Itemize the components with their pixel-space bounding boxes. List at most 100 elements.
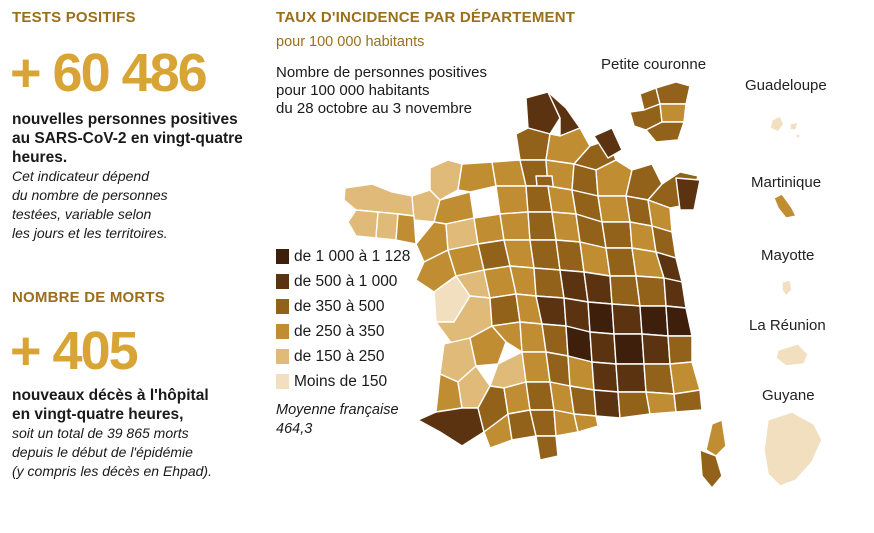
legend-swatch: [276, 349, 289, 364]
department-region: [573, 413, 599, 433]
average-label: Moyenne française: [276, 402, 399, 418]
legend-item: de 1 000 à 1 128: [276, 244, 410, 269]
department-region: [639, 305, 669, 337]
department-region: [529, 239, 561, 271]
map-legend: de 1 000 à 1 128 de 500 à 1 000 de 350 à…: [276, 244, 410, 394]
legend-item: de 350 à 500: [276, 294, 410, 319]
overseas-label-reunion: La Réunion: [749, 317, 826, 334]
legend-swatch: [276, 249, 289, 264]
department-region: [569, 385, 597, 417]
department-region: [643, 363, 675, 395]
department-region: [429, 159, 463, 201]
legend-item: Moins de 150: [276, 369, 410, 394]
legend-label: de 150 à 250: [294, 347, 385, 365]
overseas-label-guadeloupe: Guadeloupe: [745, 77, 827, 94]
department-region: [495, 185, 529, 215]
overseas-label-martinique: Martinique: [751, 174, 822, 191]
department-region: [417, 407, 485, 447]
tests-italic-line: testées, variable selon: [12, 206, 152, 222]
department-region: [605, 247, 637, 277]
department-region: [347, 209, 379, 239]
department-region: [609, 275, 641, 307]
deaths-value: + 405: [10, 321, 139, 381]
tests-value: + 60 486: [10, 43, 208, 103]
tests-description: nouvelles personnes positives au SARS-Co…: [12, 110, 243, 243]
martinique-shape: [773, 193, 797, 219]
map-description-line: du 28 octobre au 3 novembre: [276, 100, 472, 117]
tests-header: TESTS POSITIFS: [12, 9, 136, 26]
legend-swatch: [276, 274, 289, 289]
deaths-bold-line: en vingt-quatre heures,: [12, 406, 184, 423]
department-region: [375, 211, 399, 241]
department-region: [597, 195, 631, 223]
department-region: [665, 305, 693, 337]
department-region: [527, 211, 557, 241]
overseas-label-mayotte: Mayotte: [761, 247, 815, 264]
department-region: [541, 323, 569, 357]
legend-label: de 1 000 à 1 128: [294, 247, 411, 265]
department-region: [613, 333, 645, 365]
department-region: [669, 361, 701, 395]
department-region: [469, 325, 507, 367]
deaths-description: nouveaux décès à l'hôpital en vingt-quat…: [12, 386, 212, 481]
tests-bold-line: heures.: [12, 149, 68, 166]
reunion-shape: [775, 343, 809, 367]
department-region: [673, 389, 703, 413]
legend-label: Moins de 150: [294, 372, 388, 390]
tests-bold-line: au SARS-CoV-2 en vingt-quatre: [12, 130, 243, 147]
department-region: [601, 221, 633, 249]
department-region: [535, 435, 559, 461]
department-region: [395, 213, 417, 245]
department-region: [667, 335, 693, 365]
legend-item: de 150 à 250: [276, 344, 410, 369]
mayotte-shape: [781, 279, 793, 297]
department-region: [567, 355, 595, 391]
department-region: [525, 381, 555, 411]
department-region: [587, 301, 615, 335]
petite-couronne-dept: [655, 81, 691, 105]
department-region: [525, 91, 561, 135]
deaths-bold-line: nouveaux décès à l'hôpital: [12, 387, 209, 404]
department-region: [645, 391, 677, 415]
legend-swatch: [276, 299, 289, 314]
tests-italic-line: du nombre de personnes: [12, 187, 168, 203]
deaths-header: NOMBRE DE MORTS: [12, 289, 165, 306]
petite-couronne-dept: [645, 121, 685, 143]
legend-label: de 500 à 1 000: [294, 272, 398, 290]
deaths-italic-line: soit un total de 39 865 morts: [12, 425, 189, 441]
department-region: [583, 271, 613, 305]
department-region: [675, 177, 701, 211]
department-region: [593, 127, 623, 159]
department-region: [521, 351, 551, 383]
department-region: [615, 363, 647, 393]
department-region: [489, 293, 521, 327]
guadeloupe-shape: [769, 115, 801, 139]
average-value: 464,3: [276, 421, 313, 437]
department-region: [515, 127, 551, 161]
map-title: TAUX D'INCIDENCE PAR DÉPARTEMENT: [276, 9, 576, 26]
department-region: [663, 277, 687, 309]
map-subtitle: pour 100 000 habitants: [276, 34, 425, 50]
department-region: [641, 333, 671, 365]
department-region: [591, 361, 619, 393]
tests-italic-line: Cet indicateur dépend: [12, 168, 149, 184]
legend-item: de 250 à 350: [276, 319, 410, 344]
corsica-south: [699, 449, 723, 489]
tests-bold-line: nouvelles personnes positives: [12, 111, 238, 128]
deaths-italic-line: depuis le début de l'épidémie: [12, 444, 193, 460]
department-region: [593, 389, 621, 419]
legend-item: de 500 à 1 000: [276, 269, 410, 294]
department-region: [611, 303, 643, 335]
department-region: [545, 351, 571, 387]
legend-label: de 250 à 350: [294, 322, 385, 340]
department-region: [533, 267, 565, 299]
department-region: [635, 275, 667, 307]
tests-italic-line: les jours et les territoires.: [12, 225, 168, 241]
department-region: [617, 391, 651, 419]
department-region: [457, 161, 497, 193]
map-description-line: Nombre de personnes positives: [276, 64, 487, 81]
map-description: Nombre de personnes positives pour 100 0…: [276, 64, 487, 118]
petite-couronne-dept: [659, 103, 687, 123]
legend-swatch: [276, 374, 289, 389]
